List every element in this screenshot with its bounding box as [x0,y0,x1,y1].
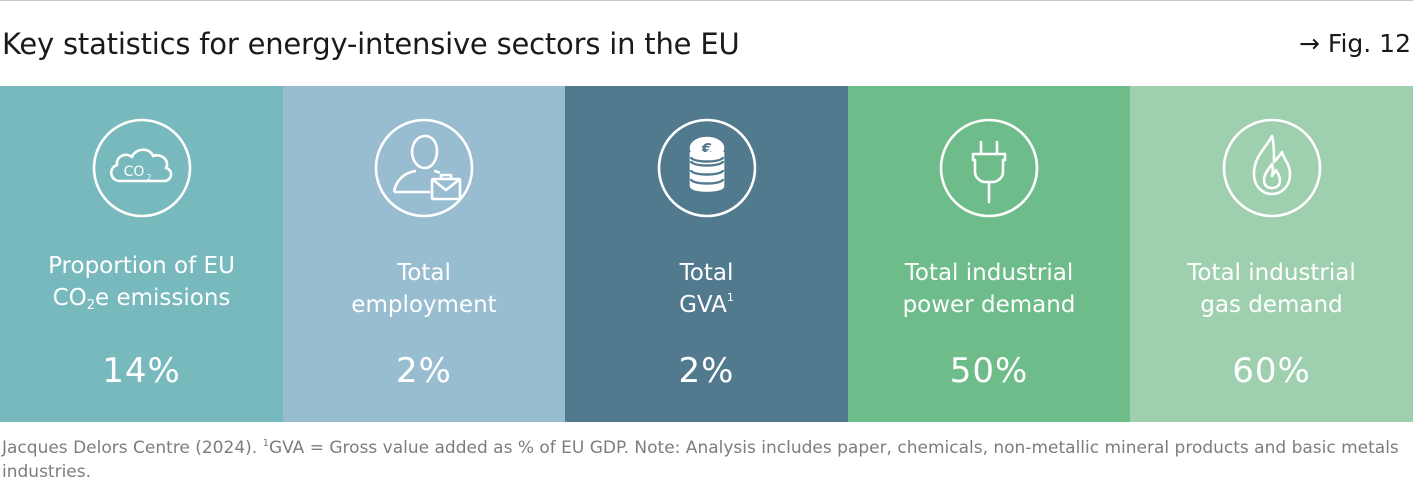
stat-panel-employment: Total employment 2% [283,86,565,422]
stat-label: Proportion of EU CO2e emissions [0,250,283,314]
stat-label: Total industrial power demand [848,257,1130,321]
footnote-text: GVA = Gross value added as % of EU GDP. … [2,438,1399,482]
gva-text: GVA [679,292,727,318]
stat-label-line2: power demand [902,292,1076,318]
stat-label-line1: Total [679,260,734,286]
emissions-text: e emissions [95,285,231,311]
figure-header: Key statistics for energy-intensive sect… [0,22,1413,66]
stat-value: 60% [1232,351,1311,391]
stat-panels: CO 2 Proportion of EU CO2e emissions 14%… [0,86,1413,422]
stat-label: Total GVA1 [565,257,848,321]
source-text: Jacques Delors Centre (2024). [2,438,258,458]
top-rule [0,0,1413,1]
stat-label-line1: Total industrial [1187,260,1356,286]
co2-icon-text: CO [123,164,144,180]
figure-reference-link[interactable]: → Fig. 12 [1299,29,1411,58]
co2-icon-subscript: 2 [146,173,151,182]
stat-panel-power-demand: Total industrial power demand 50% [848,86,1130,422]
gas-flame-icon [1220,116,1324,220]
stat-panel-gas-demand: Total industrial gas demand 60% [1130,86,1413,422]
footnote-marker: 1 [262,438,269,449]
stat-label-line1: Total industrial [904,260,1074,286]
stat-value: 50% [949,351,1029,391]
stat-value: 2% [678,351,735,391]
person-briefcase-icon [372,116,476,220]
stat-label-line2: gas demand [1200,292,1343,318]
stat-panel-co2-emissions: CO 2 Proportion of EU CO2e emissions 14% [0,86,283,422]
euro-symbol: € [700,140,711,158]
stat-label: Total employment [283,257,565,321]
stat-panel-gva: € Total GVA1 2% [565,86,848,422]
figure-footer: Jacques Delors Centre (2024). 1GVA = Gro… [2,436,1402,484]
euro-coins-icon: € [655,116,759,220]
co2-subscript: 2 [86,298,96,313]
stat-label-line1: Proportion of EU [48,253,235,279]
stat-value: 2% [396,351,452,391]
stat-value: 14% [102,351,181,391]
stat-label-line2: CO2e emissions [0,282,283,314]
footnote-marker: 1 [726,291,734,304]
stat-label-line2: GVA1 [565,289,848,321]
power-plug-icon [937,116,1041,220]
co2-cloud-icon: CO 2 [90,116,194,220]
figure-title: Key statistics for energy-intensive sect… [2,27,740,61]
stat-label: Total industrial gas demand [1130,257,1413,321]
stat-label-line1: Total [397,260,451,286]
co2-text: CO [52,285,87,311]
stat-label-line2: employment [351,292,497,318]
